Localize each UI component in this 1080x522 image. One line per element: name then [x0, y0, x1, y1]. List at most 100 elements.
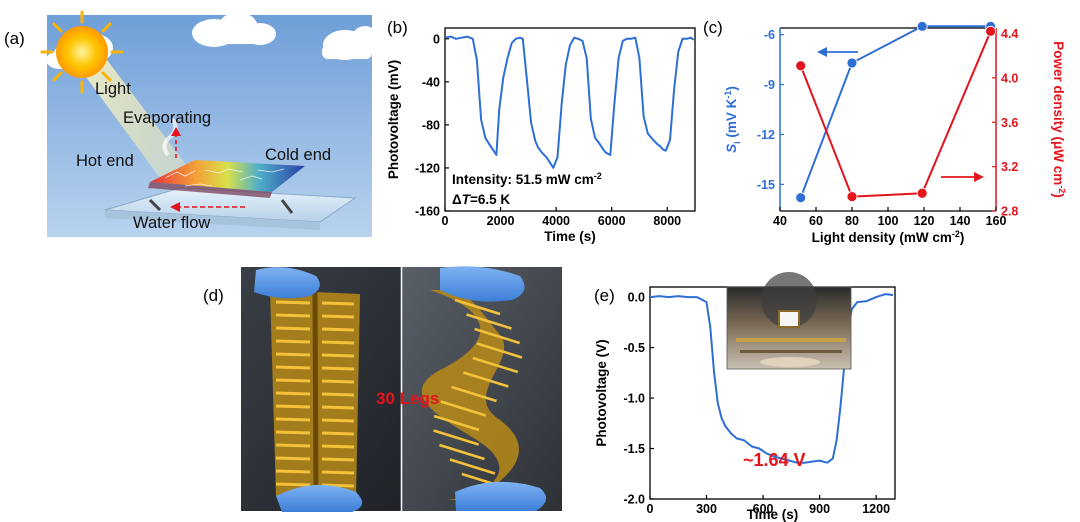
chart-c-xtick-label: 140: [950, 214, 971, 228]
chart-c-arrow-left-head: [817, 47, 827, 57]
electrode-right: [280, 199, 294, 214]
chart-c-ytick-right-label: 4.4: [1001, 27, 1018, 41]
chart-c-xtick-label: 100: [878, 214, 899, 228]
film-leg: [321, 457, 355, 462]
glass-edge: [105, 210, 320, 230]
panel-e-inset-photo: [726, 272, 852, 370]
electrode-left: [148, 198, 162, 212]
chart-c-ytick-right-label: 4.0: [1001, 71, 1018, 85]
chart-b-xtick-label: 0: [442, 214, 449, 228]
film-leg-twisted: [472, 356, 519, 374]
panel-d-photo: 30 Legs: [241, 266, 562, 512]
chart-e-xtick-label: 600: [753, 502, 774, 516]
chart-c-ytick-left-label: -9: [764, 78, 775, 92]
film-leg-twisted: [433, 429, 479, 446]
panel-label-d: (d): [203, 286, 224, 305]
film-texture: [164, 168, 285, 187]
chart-e-annotation: ~1.64 V: [743, 450, 806, 470]
inset-water: [760, 357, 820, 367]
film-leg: [275, 482, 311, 487]
label-light: Light: [95, 80, 131, 98]
annotation-t: T: [462, 192, 472, 207]
chart-c-xtick-label: 40: [773, 214, 787, 228]
vapor-plume: [162, 117, 178, 157]
chart-b-xlabel: Time (s): [544, 229, 596, 244]
film-leg: [275, 339, 311, 344]
chart-c-ytick-left-label: -15: [757, 178, 775, 192]
light-beam: [72, 48, 190, 178]
label-water-flow: Water flow: [133, 214, 210, 232]
chart-e-xtick-label: 0: [647, 502, 654, 516]
chart-c-series-power-marker: [916, 187, 928, 199]
film-leg-twisted: [476, 342, 523, 359]
ylabel-left-unit: (mV K: [724, 98, 739, 141]
chart-e-ytick-label: -1.0: [623, 392, 645, 406]
chart-b: 0 2000 4000 6000 8000 0 -40 -80 -120 -160 Time (s)…: [386, 27, 696, 244]
chart-b-ytick-label: -80: [422, 118, 440, 132]
chart-e-xtick-label: 300: [696, 502, 717, 516]
inset-strip-2: [740, 350, 842, 353]
chart-c-series-si-marker: [916, 20, 928, 32]
chart-c-series-power-marker: [846, 191, 858, 202]
chart-b-series-line: [444, 35, 695, 169]
film-leg: [275, 430, 311, 435]
film-leg: [275, 352, 311, 357]
film-leg: [321, 392, 355, 397]
chart-b-xtick-label: 2000: [487, 214, 515, 228]
chart-b-frame: [444, 27, 696, 212]
panel-a-schematic: Light Evaporating Hot end Cold end Water…: [40, 10, 379, 237]
ylabel-left-main: S: [724, 144, 739, 153]
film-leg: [321, 444, 355, 449]
flexible-film-twisted: [421, 290, 519, 500]
xlabel-end: ): [960, 230, 965, 245]
chart-c-arrow-right-head: [974, 172, 984, 182]
ylabel-right-main: Power density (μW cm: [1051, 41, 1066, 185]
film-leg: [275, 378, 311, 383]
chart-b-ylabel: Photovoltage (mV): [386, 60, 401, 179]
film-leg: [275, 326, 311, 331]
evaporating-arrowhead: [171, 127, 181, 136]
panel-label-c: (c): [703, 18, 723, 37]
chart-b-ytick-label: -40: [422, 75, 440, 89]
label-evaporating: Evaporating: [123, 109, 211, 127]
chart-e-ytick-label: 0.0: [628, 291, 645, 305]
chart-c-xtick-label: 80: [845, 214, 859, 228]
chart-c-ytick-right-label: 2.8: [1001, 205, 1018, 219]
chart-e-xtick-label: 1200: [862, 502, 890, 516]
chart-c: 40 60 80 100 120 140 160 -6 -9 -12 -15 2.8 3.2 3.6 4.0…: [723, 20, 1067, 245]
film-leg-twisted: [451, 385, 497, 403]
chart-b-annotation-deltat: ΔT=6.5 K: [452, 192, 510, 207]
film-leg: [321, 327, 355, 332]
annotation-intensity-sup: -2: [594, 171, 602, 181]
film-leg: [321, 379, 355, 384]
film-leg: [275, 417, 311, 422]
film-leg-twisted: [454, 298, 501, 316]
chart-c-ytick-left-label: -6: [764, 28, 775, 42]
chart-b-xtick-label: 4000: [542, 214, 570, 228]
film-leg: [275, 300, 311, 305]
film-leg-twisted: [463, 371, 509, 388]
glove-top-left: [254, 267, 320, 299]
chart-b-xtick-label: 8000: [653, 214, 681, 228]
chart-c-ylabel-right: Power density (μW cm-2): [1051, 41, 1067, 198]
inset-sample: [778, 310, 800, 328]
ylabel-left-sub: i: [732, 141, 742, 144]
chart-c-ytick-right-label: 3.2: [1001, 160, 1018, 174]
chart-c-xtick-label: 60: [809, 214, 823, 228]
chart-c-series-power-line: [799, 30, 992, 198]
glove-bottom-right: [455, 481, 547, 511]
film-leg: [275, 313, 311, 318]
film-leg: [275, 456, 311, 461]
chart-c-series-power-marker: [795, 60, 807, 72]
chart-e: 0 300 600 900 1200 0.0 -0.5 -1.0 -1.5 -2.0 Time (s…: [594, 286, 896, 522]
ylabel-left-end: ): [724, 86, 739, 91]
panel-label-b: (b): [387, 18, 408, 37]
chart-e-ytick-label: -1.5: [623, 442, 645, 456]
film-leg: [321, 405, 355, 410]
label-30-legs: 30 Legs: [376, 389, 439, 408]
film-leg-twisted: [440, 400, 487, 417]
film-leg: [275, 404, 311, 409]
inset-lamp: [761, 272, 817, 328]
annotation-deltat-value: =6.5 K: [470, 192, 510, 207]
film-leg: [321, 366, 355, 371]
